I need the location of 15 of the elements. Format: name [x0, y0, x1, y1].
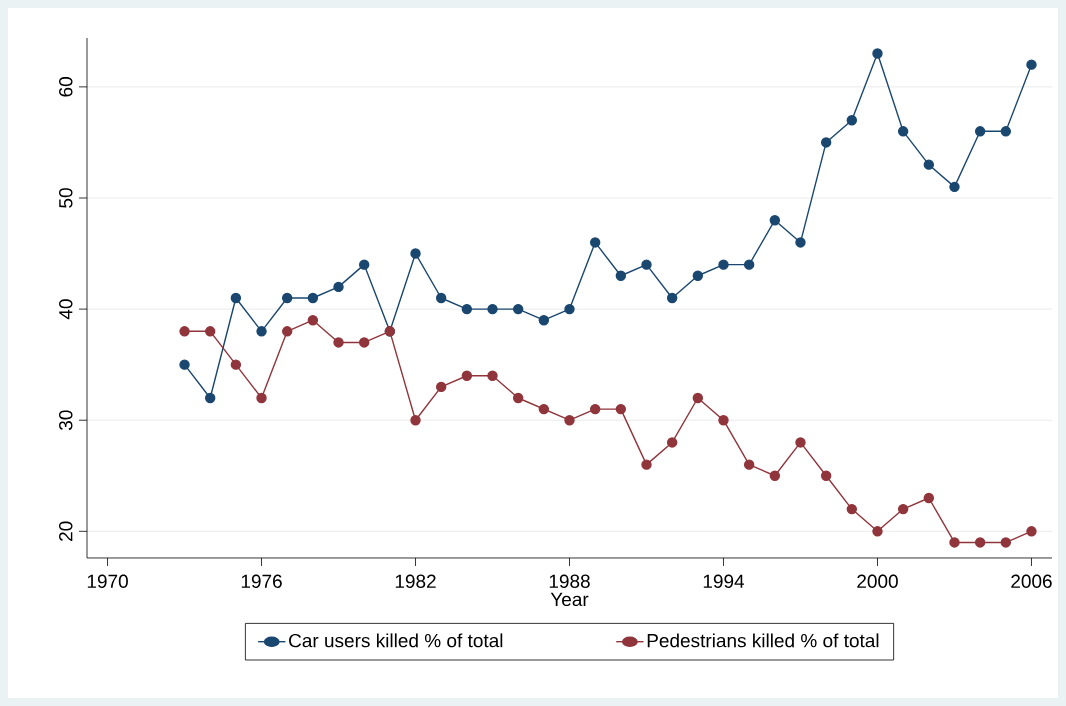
- x-tick-label: 2006: [1011, 574, 1052, 588]
- legend-label: Pedestrians killed % of total: [647, 633, 879, 648]
- y-tick-label: 30: [59, 410, 73, 431]
- y-tick-label: 50: [59, 188, 73, 208]
- y-tick-label: 20: [59, 521, 73, 541]
- x-tick-label: 1988: [549, 574, 590, 588]
- x-axis-title: Year: [550, 592, 589, 607]
- x-tick-label: 1976: [241, 574, 282, 588]
- legend-label: Car users killed % of total: [289, 633, 503, 648]
- y-tick-label: 40: [59, 299, 73, 320]
- y-tick-label: 60: [59, 77, 73, 97]
- x-tick-label: 1994: [703, 574, 745, 588]
- x-tick-label: 1970: [87, 574, 128, 588]
- x-tick-label: 2000: [857, 574, 898, 588]
- x-tick-label: 1982: [395, 574, 436, 588]
